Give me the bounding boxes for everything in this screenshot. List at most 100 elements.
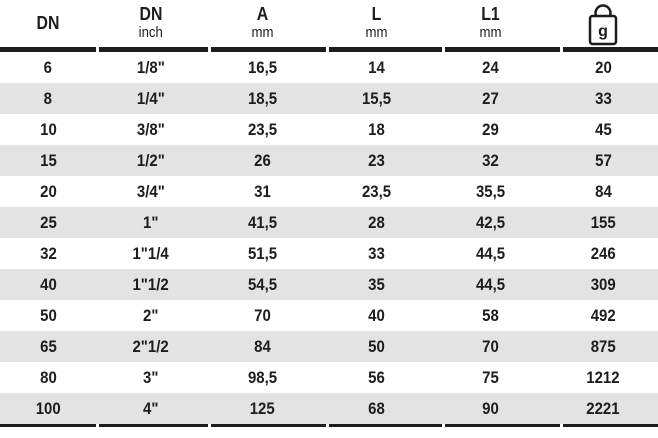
- table-cell: 20: [548, 52, 658, 83]
- rule-segment: [563, 47, 658, 52]
- cell-value: 23,5: [361, 181, 392, 201]
- table-cell: 16,5: [205, 52, 320, 83]
- table-cell: 100: [0, 393, 96, 424]
- cell-value: 29: [482, 119, 499, 139]
- table-cell: 3": [96, 362, 205, 393]
- table-cell: 70: [433, 331, 548, 362]
- weight-unit-label: g: [598, 23, 608, 40]
- table-cell: 23: [320, 145, 433, 176]
- cell-value: 32: [482, 150, 499, 170]
- table-cell: 33: [548, 83, 658, 114]
- table-cell: 15: [0, 145, 96, 176]
- table-cell: 57: [548, 145, 658, 176]
- header-cell-dn: DN: [0, 0, 96, 47]
- cell-value: 45: [594, 119, 612, 139]
- cell-value: 42,5: [475, 212, 506, 232]
- table-cell: 45: [548, 114, 658, 145]
- cell-value: 50: [39, 305, 57, 325]
- table-cell: 29: [433, 114, 548, 145]
- table-row: 25 1" 41,5 28 42,5 155: [0, 207, 658, 238]
- table-cell: 27: [433, 83, 548, 114]
- cell-value: 23: [368, 150, 385, 170]
- rule-segment: [329, 424, 442, 427]
- cell-value: 20: [594, 57, 612, 77]
- cell-value: 51,5: [247, 243, 278, 263]
- rule-segment: [99, 424, 208, 427]
- table-cell: 50: [320, 331, 433, 362]
- table-cell: 40: [320, 300, 433, 331]
- header-rule: [0, 47, 658, 52]
- table-cell: 25: [0, 207, 96, 238]
- table-cell: 1/4": [96, 83, 205, 114]
- rule-segment: [211, 424, 326, 427]
- header-cell-weight: g: [548, 0, 658, 47]
- cell-value: 68: [368, 398, 385, 418]
- table-cell: 31: [205, 176, 320, 207]
- header-cell-dn-inch: DN inch: [96, 0, 205, 47]
- table-cell: 6: [0, 52, 96, 83]
- table-cell: 18: [320, 114, 433, 145]
- table-cell: 32: [0, 238, 96, 269]
- cell-value: 15,5: [361, 88, 392, 108]
- cell-value: 1/2": [136, 150, 165, 170]
- table-cell: 58: [433, 300, 548, 331]
- table-cell: 8: [0, 83, 96, 114]
- table-cell: 125: [205, 393, 320, 424]
- cell-value: 84: [594, 181, 612, 201]
- table-cell: 75: [433, 362, 548, 393]
- weight-icon: g: [588, 3, 618, 45]
- cell-value: 3/4": [136, 181, 165, 201]
- table-cell: 2221: [548, 393, 658, 424]
- cell-value: 56: [368, 367, 385, 387]
- table-cell: 1/8": [96, 52, 205, 83]
- cell-value: 1": [142, 212, 159, 232]
- cell-value: 1212: [586, 367, 620, 387]
- cell-value: 18,5: [247, 88, 278, 108]
- table-cell: 1/2": [96, 145, 205, 176]
- table-cell: 24: [433, 52, 548, 83]
- table-row: 32 1"1/4 51,5 33 44,5 246: [0, 238, 658, 269]
- cell-value: 3/8": [136, 119, 165, 139]
- cell-value: 54,5: [247, 274, 278, 294]
- cell-value: 41,5: [247, 212, 278, 232]
- table-cell: 44,5: [433, 269, 548, 300]
- table-row: 65 2"1/2 84 50 70 875: [0, 331, 658, 362]
- rule-segment: [99, 47, 208, 52]
- cell-value: 2": [142, 305, 159, 325]
- table-cell: 18,5: [205, 83, 320, 114]
- cell-value: 125: [250, 398, 275, 418]
- column-title: A: [256, 4, 269, 25]
- cell-value: 90: [482, 398, 499, 418]
- cell-value: 8: [43, 88, 53, 108]
- cell-value: 3": [142, 367, 159, 387]
- table-body: 6 1/8" 16,5 14 24 20 8 1/4" 18,5 15,5 27 33 10 3/8" 23…: [0, 52, 658, 424]
- cell-value: 84: [254, 336, 271, 356]
- table-cell: 3/8": [96, 114, 205, 145]
- table-cell: 65: [0, 331, 96, 362]
- table-cell: 20: [0, 176, 96, 207]
- table-cell: 14: [320, 52, 433, 83]
- table-row: 10 3/8" 23,5 18 29 45: [0, 114, 658, 145]
- table-cell: 492: [548, 300, 658, 331]
- cell-value: 1/4": [136, 88, 165, 108]
- column-title: DN: [36, 12, 60, 33]
- cell-value: 1"1/2: [132, 274, 169, 294]
- table-cell: 40: [0, 269, 96, 300]
- cell-value: 100: [35, 398, 61, 418]
- cell-value: 1/8": [136, 57, 165, 77]
- cell-value: 25: [39, 212, 57, 232]
- cell-value: 80: [39, 367, 57, 387]
- cell-value: 875: [590, 336, 616, 356]
- column-title: DN: [139, 4, 162, 25]
- table-cell: 10: [0, 114, 96, 145]
- cell-value: 50: [368, 336, 385, 356]
- cell-value: 70: [254, 305, 271, 325]
- cell-value: 70: [482, 336, 499, 356]
- rule-segment: [211, 47, 326, 52]
- cell-value: 18: [368, 119, 385, 139]
- table-cell: 35,5: [433, 176, 548, 207]
- table-cell: 41,5: [205, 207, 320, 238]
- cell-value: 33: [594, 88, 612, 108]
- cell-value: 27: [482, 88, 499, 108]
- table-cell: 875: [548, 331, 658, 362]
